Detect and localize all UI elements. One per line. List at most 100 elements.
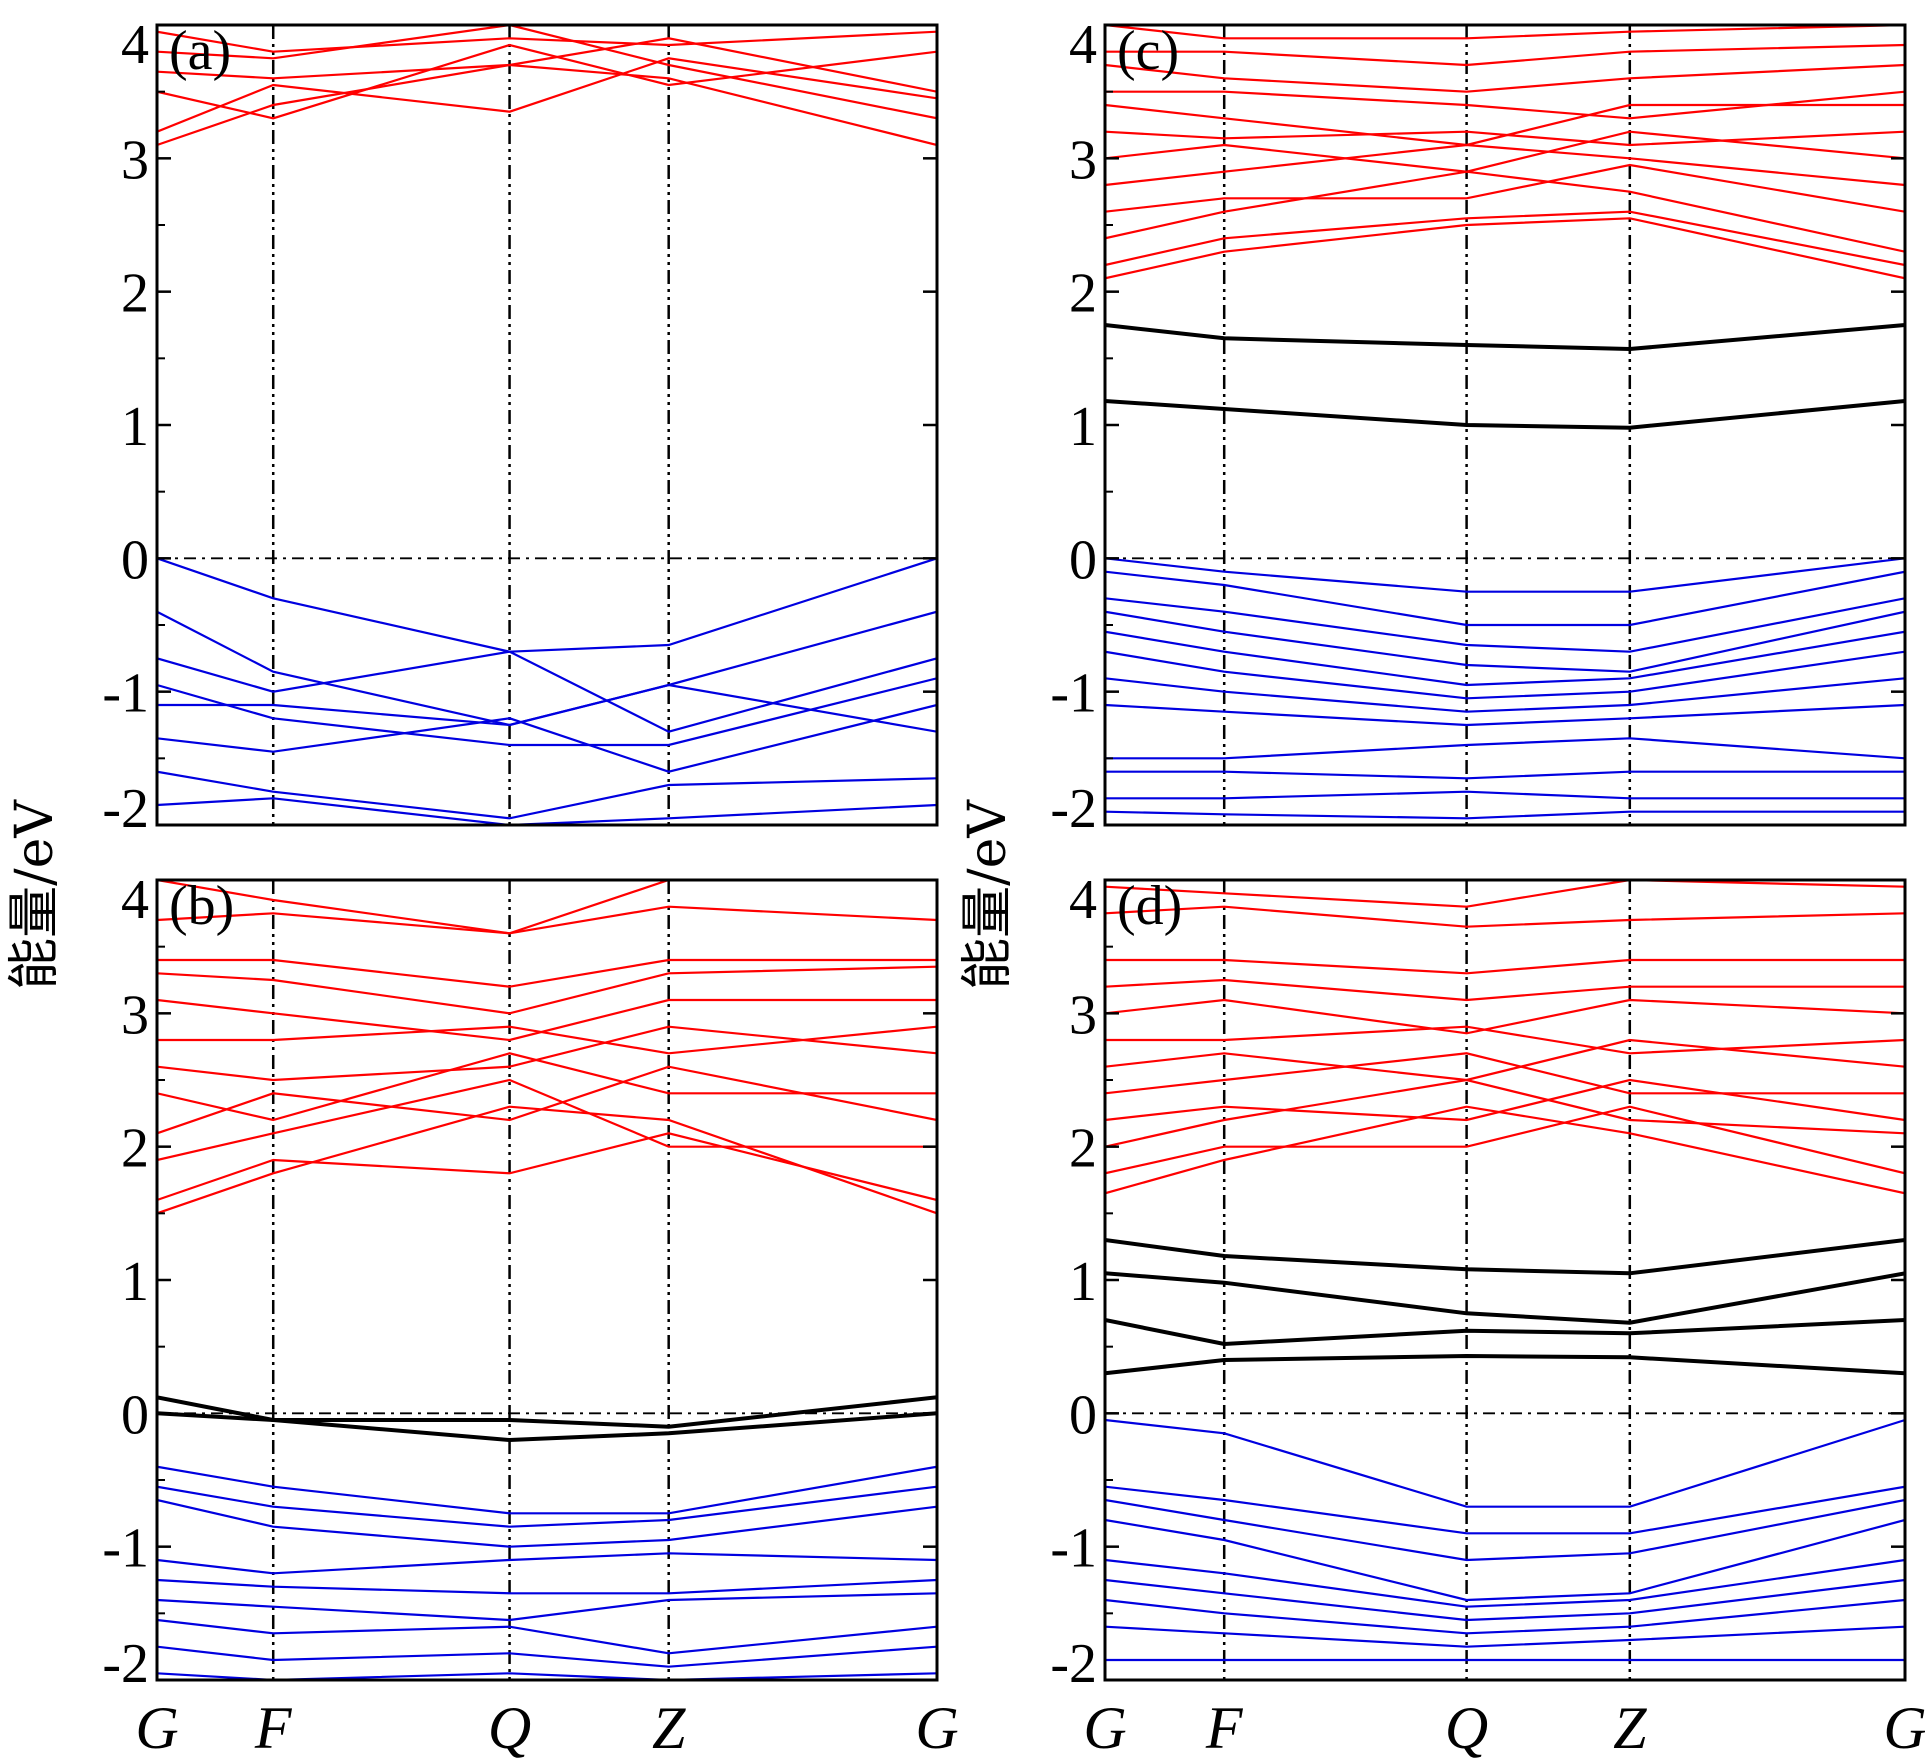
band-defect-d-13: [1105, 1271, 1905, 1325]
band-valence-c-23: [1105, 770, 1905, 780]
kpoint-label-b-2: Q: [488, 1695, 531, 1760]
band-conduction-d-8: [1105, 978, 1905, 1002]
bands-b: [157, 880, 937, 1680]
band-valence-c-21: [1105, 703, 1905, 727]
y-tick-label-c: -1: [1050, 663, 1097, 725]
band-valence-a-8: [157, 650, 937, 733]
panel-label-b: (b): [169, 875, 234, 937]
y-tick-label-c: 0: [1069, 529, 1097, 591]
band-valence-d-19: [1105, 1518, 1905, 1602]
band-valence-c-14: [1105, 557, 1905, 593]
band-defect-c-12: [1105, 323, 1905, 352]
y-tick-label-b: 0: [121, 1384, 149, 1446]
band-conduction-b-1: [157, 1132, 937, 1202]
band-defect-c-13: [1105, 399, 1905, 430]
band-conduction-b-9: [157, 958, 937, 988]
y-tick-label-d: 4: [1069, 869, 1097, 931]
band-conduction-b-4: [157, 1052, 937, 1122]
panel-label-c: (c): [1117, 20, 1179, 82]
y-tick-label-a: -1: [102, 663, 149, 725]
band-conduction-c-1: [1105, 210, 1905, 267]
band-conduction-d-7: [1105, 998, 1905, 1035]
band-conduction-d-11: [1105, 880, 1905, 908]
band-valence-c-22: [1105, 737, 1905, 760]
y-tick-label-d: 0: [1069, 1384, 1097, 1446]
band-valence-b-14: [157, 1465, 937, 1515]
band-conduction-c-6: [1105, 130, 1905, 147]
band-conduction-b-3: [157, 1065, 937, 1135]
kpoint-label-b-4: G: [915, 1695, 958, 1760]
y-tick-label-d: -2: [1050, 1633, 1097, 1695]
y-tick-label-c: 4: [1069, 14, 1097, 76]
panel-b: -2 -1 0 1 2 3 4 (b) G F Q Z G: [102, 869, 958, 1760]
band-conduction-b-8: [157, 965, 937, 1015]
band-defect-d-15: [1105, 1353, 1905, 1376]
band-valence-d-16: [1105, 1418, 1905, 1508]
band-conduction-d-0: [1105, 1105, 1905, 1195]
band-valence-b-22: [157, 1672, 937, 1680]
y-tick-label-a: 0: [121, 529, 149, 591]
y-tick-label-a: 4: [121, 14, 149, 76]
band-conduction-c-7: [1105, 103, 1905, 147]
band-valence-d-18: [1105, 1498, 1905, 1562]
band-valence-c-20: [1105, 677, 1905, 713]
y-tick-label-d: 1: [1069, 1251, 1097, 1313]
kpoint-label-d-4: G: [1883, 1695, 1925, 1760]
band-conduction-c-8: [1105, 90, 1905, 120]
band-valence-a-13: [157, 797, 937, 825]
band-valence-a-12: [157, 770, 937, 820]
bands-a: [157, 25, 937, 825]
band-valence-a-10: [157, 683, 937, 733]
band-valence-b-19: [157, 1592, 937, 1622]
band-conduction-a-2: [157, 43, 937, 120]
y-tick-label-a: 1: [121, 396, 149, 458]
band-conduction-d-4: [1105, 1052, 1905, 1095]
band-conduction-d-1: [1105, 1105, 1905, 1175]
panel-d: -2 -1 0 1 2 3 4 (d) G F Q Z G: [1050, 869, 1925, 1760]
band-defect-b-13: [157, 1411, 937, 1443]
bands-c: [1105, 25, 1905, 825]
band-valence-d-23: [1105, 1625, 1905, 1648]
y-tick-label-c: 3: [1069, 129, 1097, 191]
band-defect-d-12: [1105, 1238, 1905, 1276]
panel-a: -2 -1 0 1 2 3 4 (a): [102, 14, 939, 840]
band-conduction-b-7: [157, 998, 937, 1042]
y-tick-label-d: -1: [1050, 1518, 1097, 1580]
band-conduction-c-11: [1105, 25, 1905, 40]
band-conduction-b-5: [157, 1025, 937, 1082]
band-valence-b-18: [157, 1578, 937, 1595]
band-conduction-c-0: [1105, 217, 1905, 280]
y-tick-label-b: -2: [102, 1633, 149, 1695]
y-tick-label-d: 2: [1069, 1118, 1097, 1180]
band-conduction-b-2: [157, 1078, 937, 1162]
y-axis-label-top: 能量/eV: [5, 799, 65, 990]
kpoint-label-d-0: G: [1083, 1695, 1126, 1760]
y-tick-label-c: -2: [1050, 778, 1097, 840]
band-valence-b-15: [157, 1485, 937, 1528]
band-valence-c-17: [1105, 610, 1905, 673]
band-conduction-c-3: [1105, 163, 1905, 213]
y-tick-label-b: 4: [121, 869, 149, 931]
band-conduction-c-9: [1105, 63, 1905, 93]
y-tick-label-c: 1: [1069, 396, 1097, 458]
band-conduction-d-9: [1105, 958, 1905, 975]
panel-label-a: (a): [169, 20, 231, 82]
band-conduction-d-10: [1105, 905, 1905, 928]
band-valence-c-18: [1105, 630, 1905, 687]
y-tick-label-b: 3: [121, 984, 149, 1046]
band-valence-a-9: [157, 677, 937, 747]
panel-c: -2 -1 0 1 2 3 4 (c): [1050, 14, 1907, 840]
kpoint-label-b-3: Z: [652, 1695, 686, 1760]
band-valence-b-16: [157, 1498, 937, 1548]
kpoint-label-b-0: G: [135, 1695, 178, 1760]
y-axis-label-right: 能量/eV: [958, 799, 1018, 990]
band-conduction-b-11: [157, 880, 937, 935]
band-conduction-a-5: [157, 30, 937, 53]
band-valence-c-15: [1105, 570, 1905, 627]
band-conduction-b-0: [157, 1105, 937, 1215]
band-conduction-d-6: [1105, 1025, 1905, 1055]
y-tick-label-a: -2: [102, 778, 149, 840]
y-tick-label-a: 3: [121, 129, 149, 191]
band-conduction-c-10: [1105, 43, 1905, 67]
